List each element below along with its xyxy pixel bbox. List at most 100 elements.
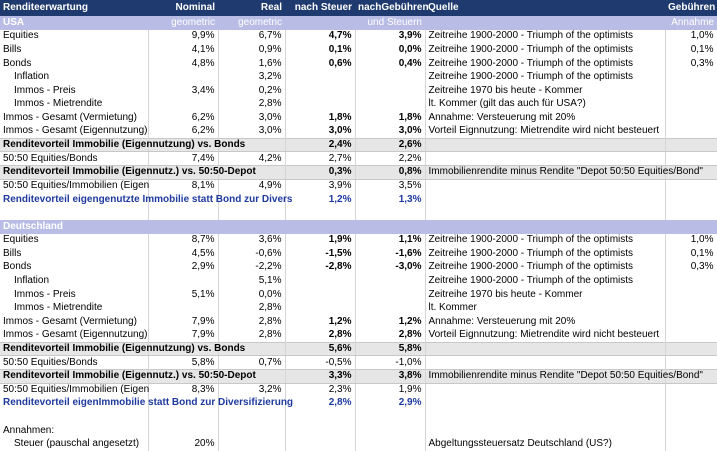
cell: Zeitreihe 1900-2000 - Triumph of the opt… [425, 70, 666, 84]
cell: Immobilienrendite minus Rendite "Depot 5… [425, 165, 703, 180]
cell [665, 111, 717, 125]
cell [285, 410, 356, 424]
data-row: Renditevorteil Immobilie (Eigennutz.) vs… [0, 165, 717, 180]
cell [355, 219, 425, 234]
cell: 3,0% [218, 111, 286, 125]
cell: 1,9% [285, 233, 356, 248]
cell: und Steuern [355, 16, 425, 30]
cell: 1,0% [665, 233, 717, 248]
cell: Annahme: Versteuerung mit 20% [425, 111, 666, 125]
cell: 1,2% [355, 315, 426, 329]
cell: 7,4% [148, 151, 219, 166]
cell [355, 423, 426, 438]
cell: Zeitreihe 1900-2000 - Triumph of the opt… [425, 260, 666, 275]
cell: 3,4% [148, 83, 219, 98]
data-row: Inflation 3,2% Zeitreihe 1900-2000 - Trium… [0, 70, 717, 84]
cell [148, 137, 219, 153]
data-row: Renditevorteil eigengenutzte Immobilie s… [0, 192, 717, 207]
cell [355, 70, 426, 84]
cell: lt. Kommer [425, 301, 666, 316]
cell: Vorteil Eignnutzung: Mietrendite wird ni… [425, 328, 666, 343]
cell: -0,5% [285, 355, 356, 370]
cell: 2,8% [218, 315, 286, 329]
cell: 0,1% [285, 43, 356, 57]
data-row: Immos - Mietrendite 2,8% lt. Kommer [0, 301, 717, 316]
cell [665, 219, 717, 234]
cell: Equities [0, 233, 149, 248]
cell [285, 97, 356, 112]
cell: Annahme [665, 16, 717, 30]
cell [285, 287, 356, 302]
cell [355, 97, 426, 112]
cell: 3,9% [355, 29, 426, 44]
cell [425, 151, 666, 166]
cell: -1,6% [355, 247, 426, 261]
cell: 50:50 Equities/Immobilien (Eigen [0, 179, 149, 193]
cell: -2,8% [285, 260, 356, 275]
cell: Renditeerwartung [0, 0, 148, 16]
cell: 0,0% [355, 43, 426, 57]
cell: Renditevorteil Immobilie (Eigennutzung) … [0, 137, 245, 153]
cell [665, 83, 717, 98]
cell: 20% [148, 437, 219, 451]
cell: 5,6% [285, 341, 356, 357]
cell: Zeitreihe 1900-2000 - Triumph of the opt… [425, 43, 666, 57]
cell: -0,6% [218, 247, 286, 261]
data-row: Immos - Preis 3,4% 0,2% Zeitreihe 1970 bis … [0, 83, 717, 98]
cell: 8,1% [148, 179, 219, 193]
cell: Renditevorteil Immobilie (Eigennutz.) vs… [0, 165, 256, 180]
cell: Zeitreihe 1900-2000 - Triumph of the opt… [425, 274, 666, 288]
cell [665, 301, 717, 316]
cell: Real [218, 0, 285, 16]
cell [665, 355, 717, 370]
cell: 2,2% [355, 151, 426, 166]
cell: Bills [0, 43, 149, 57]
data-row: Immos - Gesamt (Eigennutzung) 7,9% 2,8% 2,8… [0, 328, 717, 343]
cell: -2,2% [218, 260, 286, 275]
cell [355, 83, 426, 98]
cell: 1,9% [355, 383, 426, 397]
cell: 3,6% [218, 233, 286, 248]
cell: 0,0% [218, 287, 286, 302]
cell [285, 274, 356, 288]
cell: 6,7% [218, 29, 286, 44]
cell [148, 165, 219, 180]
data-row: Immos - Gesamt (Vermietung) 7,9% 2,8% 1,2% 1… [0, 315, 717, 329]
cell [355, 410, 426, 424]
cell [665, 368, 717, 384]
cell [355, 437, 426, 451]
cell: 1,2% [285, 192, 356, 207]
cell: 2,9% [355, 396, 426, 411]
cell: 0,3% [665, 56, 717, 71]
cell [665, 328, 717, 343]
cell [285, 83, 356, 98]
cell: 1,8% [355, 111, 426, 125]
cell: 4,7% [285, 29, 356, 44]
blank-row [0, 410, 717, 424]
cell: Immos - Mietrendite [0, 301, 149, 316]
cell [218, 219, 285, 234]
data-row: 50:50 Equities/Bonds 5,8% 0,7% -0,5% -1,0% [0, 355, 717, 370]
cell: Deutschland [0, 219, 148, 234]
cell: 3,2% [218, 70, 286, 84]
cell: Zeitreihe 1970 bis heute - Kommer [425, 287, 666, 302]
cell: 4,2% [218, 151, 286, 166]
cell: Immos - Mietrendite [0, 97, 149, 112]
cell: 8,7% [148, 233, 219, 248]
cell: Immos - Preis [0, 287, 149, 302]
cell: Zeitreihe 1900-2000 - Triumph of the opt… [425, 247, 666, 261]
data-row: Renditevorteil Immobilie (Eigennutzung) … [0, 137, 717, 153]
cell [665, 383, 717, 397]
cell [665, 137, 717, 153]
cell: Zeitreihe 1970 bis heute - Kommer [425, 83, 666, 98]
cell: -3,0% [355, 260, 426, 275]
cell [425, 179, 666, 193]
cell: nach Steuer [285, 0, 355, 16]
cell: 0,2% [218, 83, 286, 98]
cell: Equities [0, 29, 149, 44]
cell: 3,5% [355, 179, 426, 193]
cell [355, 206, 426, 220]
